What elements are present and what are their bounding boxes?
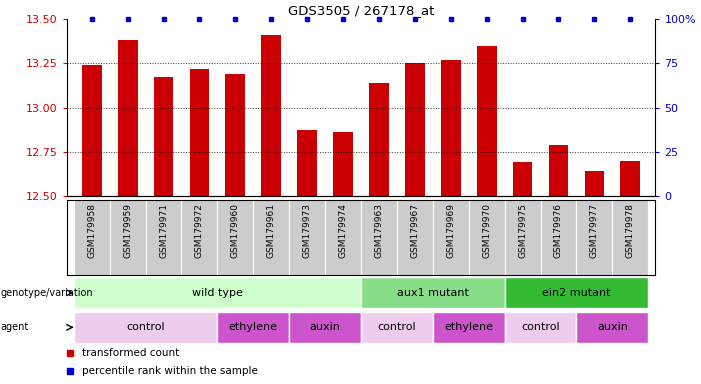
Bar (74, 312, 217, 343)
Bar (512, 162, 533, 196)
Bar (361, 200, 397, 275)
Text: GSM179978: GSM179978 (626, 203, 635, 258)
Text: GSM179960: GSM179960 (231, 203, 240, 258)
Text: GSM179969: GSM179969 (447, 203, 455, 258)
Bar (585, 171, 604, 196)
Text: agent: agent (1, 322, 29, 333)
Text: GSM179976: GSM179976 (554, 203, 563, 258)
Bar (505, 312, 576, 343)
Text: auxin: auxin (310, 322, 341, 333)
Bar (613, 200, 648, 275)
Bar (253, 200, 290, 275)
Text: GSM179971: GSM179971 (159, 203, 168, 258)
Bar (325, 200, 361, 275)
Bar (433, 312, 505, 343)
Bar (146, 200, 182, 275)
Text: GSM179973: GSM179973 (303, 203, 312, 258)
Text: control: control (378, 322, 416, 333)
Bar (189, 69, 210, 196)
Bar (469, 200, 505, 275)
Bar (369, 83, 389, 196)
Text: aux1 mutant: aux1 mutant (397, 288, 469, 298)
Text: control: control (126, 322, 165, 333)
Text: genotype/variation: genotype/variation (1, 288, 93, 298)
Bar (361, 312, 433, 343)
Bar (620, 161, 640, 196)
Bar (297, 131, 317, 196)
Bar (74, 200, 109, 275)
Bar (576, 200, 613, 275)
Text: transformed count: transformed count (83, 348, 179, 358)
Text: GSM179974: GSM179974 (339, 203, 348, 258)
Text: ethylene: ethylene (229, 322, 278, 333)
Text: GSM179959: GSM179959 (123, 203, 132, 258)
Bar (333, 132, 353, 196)
Text: percentile rank within the sample: percentile rank within the sample (83, 366, 259, 376)
Text: ein2 mutant: ein2 mutant (542, 288, 611, 298)
Bar (290, 312, 361, 343)
Bar (82, 65, 102, 196)
Bar (226, 74, 245, 196)
Bar (576, 312, 648, 343)
Bar (217, 200, 253, 275)
Text: GSM179963: GSM179963 (374, 203, 383, 258)
Bar (217, 312, 290, 343)
Text: GSM179977: GSM179977 (590, 203, 599, 258)
Bar (118, 40, 137, 196)
Bar (361, 277, 505, 308)
Text: GSM179970: GSM179970 (482, 203, 491, 258)
Text: GSM179961: GSM179961 (267, 203, 275, 258)
Text: GSM179958: GSM179958 (87, 203, 96, 258)
Bar (154, 78, 173, 196)
Bar (261, 35, 281, 196)
Bar (290, 200, 325, 275)
Bar (74, 277, 361, 308)
Text: ethylene: ethylene (444, 322, 494, 333)
Bar (505, 200, 540, 275)
Bar (405, 63, 425, 196)
Bar (549, 145, 569, 196)
Bar (505, 277, 648, 308)
Title: GDS3505 / 267178_at: GDS3505 / 267178_at (288, 3, 434, 17)
Text: GSM179967: GSM179967 (410, 203, 419, 258)
Bar (433, 200, 469, 275)
Bar (182, 200, 217, 275)
Text: GSM179972: GSM179972 (195, 203, 204, 258)
Bar (540, 200, 576, 275)
Text: wild type: wild type (192, 288, 243, 298)
Text: GSM179975: GSM179975 (518, 203, 527, 258)
Text: control: control (522, 322, 560, 333)
Bar (441, 60, 461, 196)
Bar (109, 200, 146, 275)
Bar (477, 46, 496, 196)
Text: auxin: auxin (597, 322, 628, 333)
Bar (397, 200, 433, 275)
